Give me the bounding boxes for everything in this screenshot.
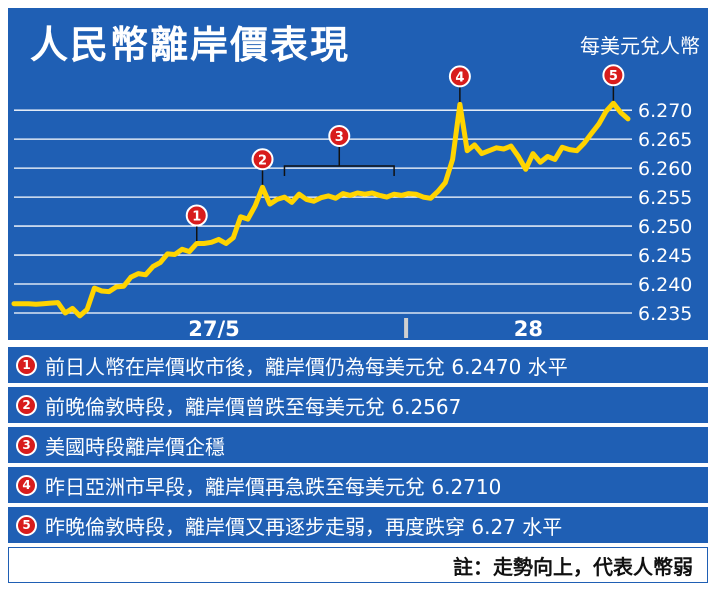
footnote: 註：走勢向上，代表人幣弱: [8, 547, 708, 583]
y-tick-label: 6.240: [638, 274, 692, 296]
y-tick-label: 6.235: [638, 303, 692, 325]
chart-area: 6.270 6.265 6.260 6.255 6.250 6.245 6.240 6.235…: [11, 64, 692, 340]
note-text-1: 前日人幣在岸價收市後，離岸價仍為每美元兌 6.2470 水平: [45, 354, 568, 379]
y-tick-label: 6.255: [638, 187, 692, 209]
note-text-2: 前晚倫敦時段，離岸價曾跌至每美元兌 6.2567: [45, 394, 462, 419]
note-marker-1: 1: [16, 354, 37, 376]
annotation-label: 2: [258, 153, 267, 168]
note-row-1: 1 前日人幣在岸價收市後，離岸價仍為每美元兌 6.2470 水平: [8, 347, 708, 383]
chart-title: 人民幣離岸價表現: [30, 22, 351, 67]
x-day-label: 28: [514, 317, 543, 340]
y-tick-label: 6.260: [638, 158, 692, 180]
notes-list: 1 前日人幣在岸價收市後，離岸價仍為每美元兌 6.2470 水平 2 前晚倫敦時…: [8, 347, 708, 547]
note-marker-2: 2: [16, 394, 37, 416]
annotation-marker: [185, 204, 208, 227]
unit-label: 每美元兌人幣: [580, 34, 700, 58]
annotation-label: 3: [335, 130, 344, 145]
note-marker-5: 5: [16, 514, 37, 536]
annotation-label: 4: [455, 70, 464, 85]
annotation-marker: [251, 148, 274, 171]
note-text-3: 美國時段離岸價企穩: [45, 434, 225, 459]
annotation-label: 1: [192, 209, 201, 224]
x-day-label: 27/5: [188, 317, 240, 340]
y-tick-label: 6.250: [638, 216, 692, 238]
note-row-5: 5 昨晚倫敦時段，離岸價又再逐步走弱，再度跌穿 6.27 水平: [8, 507, 708, 543]
y-tick-label: 6.265: [638, 129, 692, 151]
annotation-marker: [328, 125, 351, 147]
series-line: [11, 100, 631, 319]
note-row-2: 2 前晚倫敦時段，離岸價曾跌至每美元兌 6.2567: [8, 387, 708, 423]
note-marker-3: 3: [16, 434, 37, 456]
note-row-4: 4 昨日亞洲市早段，離岸價再急跌至每美元兌 6.2710: [8, 467, 708, 503]
annotation-marker: [602, 64, 625, 87]
y-tick-label: 6.270: [638, 100, 692, 122]
annotation-label: 5: [609, 69, 618, 84]
note-text-5: 昨晚倫敦時段，離岸價又再逐步走弱，再度跌穿 6.27 水平: [45, 514, 563, 539]
annotation-marker: [448, 65, 471, 88]
y-tick-label: 6.245: [638, 245, 692, 267]
annotation-bracket: [283, 146, 395, 176]
note-text-4: 昨日亞洲市早段，離岸價再急跌至每美元兌 6.2710: [45, 474, 502, 499]
note-marker-4: 4: [16, 474, 37, 496]
note-row-3: 3 美國時段離岸價企穩: [8, 427, 708, 463]
